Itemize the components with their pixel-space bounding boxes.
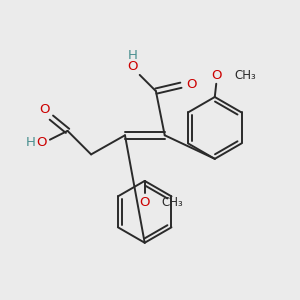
Text: O: O — [140, 196, 150, 208]
Text: CH₃: CH₃ — [234, 69, 256, 82]
Text: H: H — [128, 49, 137, 62]
Text: O: O — [36, 136, 47, 149]
Text: O: O — [186, 78, 197, 91]
Text: H: H — [26, 136, 36, 149]
Text: O: O — [40, 103, 50, 116]
Text: O: O — [211, 69, 221, 82]
Text: O: O — [127, 60, 138, 73]
Text: CH₃: CH₃ — [161, 196, 183, 208]
